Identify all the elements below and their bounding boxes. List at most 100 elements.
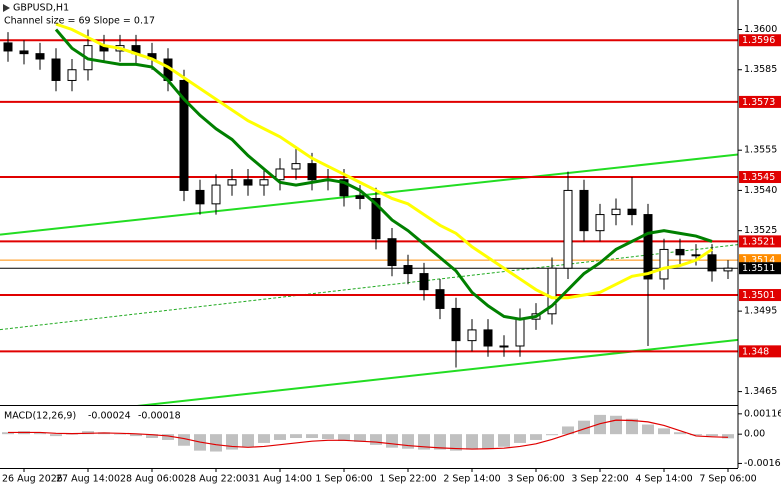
level-label: 1.3596 <box>742 35 775 46</box>
y-tick-label: 1.3465 <box>744 386 777 397</box>
y-tick-label: 1.3585 <box>744 64 777 75</box>
x-tick-label: 26 Aug 2026 <box>2 474 63 485</box>
y-tick-label: 1.3555 <box>744 145 777 156</box>
macd-bar <box>306 434 318 439</box>
level-label-bg <box>739 345 781 358</box>
level-label: 1.3501 <box>742 290 775 301</box>
x-tick-label: 7 Sep 06:00 <box>699 474 756 485</box>
y-tick-label: 1.3495 <box>744 306 777 317</box>
candle-body <box>51 58 61 81</box>
level-label-bg <box>739 289 781 302</box>
candle-body <box>67 69 77 81</box>
candle-body <box>451 307 461 342</box>
macd-bar <box>242 434 254 447</box>
x-tick-label: 3 Sep 06:00 <box>507 474 564 485</box>
macd-bar <box>322 434 334 440</box>
candle-body <box>643 214 653 280</box>
trend-line <box>137 338 738 405</box>
x-tick-label: 1 Sep 22:00 <box>379 474 436 485</box>
y-tick-label: 1.3600 <box>744 24 777 35</box>
macd-bar <box>402 434 414 449</box>
macd-bar <box>482 434 494 449</box>
macd-signal-value: -0.00018 <box>138 411 181 422</box>
macd-bar <box>610 415 622 435</box>
level-label: 1.348 <box>742 346 769 357</box>
macd-bar <box>2 432 14 435</box>
candle-body <box>339 179 349 197</box>
candle-body <box>291 163 301 170</box>
macd-bar <box>418 434 430 450</box>
level-label-bg <box>739 171 781 184</box>
candle-body <box>387 238 397 267</box>
macd-bar <box>530 434 542 440</box>
candle-body <box>371 197 381 240</box>
candle-body <box>675 248 685 256</box>
macd-bar <box>290 434 302 439</box>
macd-panel <box>2 414 734 452</box>
macd-bar <box>162 434 174 440</box>
level-label: 1.3545 <box>742 172 775 183</box>
macd-bar <box>114 434 126 435</box>
x-tick-label: 28 Aug 22:00 <box>184 474 248 485</box>
candle-body <box>419 273 429 291</box>
candle-body <box>483 329 493 347</box>
level-label-bg <box>739 235 781 248</box>
trend-line <box>0 153 738 236</box>
candle-body <box>659 248 669 280</box>
candle-body <box>243 179 253 186</box>
macd-bar <box>562 426 574 435</box>
level-label-bg <box>739 34 781 47</box>
macd-bar <box>258 434 270 443</box>
x-tick-label: 27 Aug 14:00 <box>56 474 120 485</box>
chart-subtitle: Channel size = 69 Slope = 0.17 <box>4 16 155 27</box>
symbol-icon <box>3 4 10 12</box>
candle-body <box>579 189 589 232</box>
macd-bar <box>146 434 158 439</box>
price-panel <box>0 22 738 405</box>
candle-body <box>35 53 45 60</box>
y-tick-label: 1.3540 <box>744 185 777 196</box>
candle-body <box>403 265 413 275</box>
x-tick-label: 1 Sep 06:00 <box>315 474 372 485</box>
candle-body <box>563 189 573 269</box>
macd-bar <box>594 414 606 435</box>
level-label-bg <box>739 95 781 108</box>
x-tick-label: 28 Aug 06:00 <box>120 474 184 485</box>
axes: 1.3600 1.3585 1.3555 1.3540 1.3525 1.3495 1.34… <box>2 24 781 485</box>
macd-bar <box>178 434 190 446</box>
macd-bar <box>658 428 670 435</box>
macd-bar <box>450 434 462 451</box>
candle-body <box>547 267 557 315</box>
macd-value: -0.00024 <box>88 411 131 422</box>
candle-body <box>499 345 509 348</box>
candle-body <box>611 208 621 216</box>
candle-body <box>435 289 445 309</box>
level-label: 1.3511 <box>742 263 775 274</box>
macd-bar <box>338 434 350 442</box>
macd-bar <box>546 434 558 436</box>
chart-title: GBPUSD,H1 <box>13 3 69 14</box>
y-tick-label: 1.3525 <box>744 225 777 236</box>
candle-body <box>3 42 13 52</box>
indicator-line <box>55 22 713 300</box>
candle-body <box>259 179 269 186</box>
macd-bar <box>690 434 702 436</box>
macd-bar <box>82 431 94 435</box>
x-tick-label: 3 Sep 22:00 <box>571 474 628 485</box>
macd-bar <box>354 434 366 442</box>
macd-bar <box>274 434 286 440</box>
candle-body <box>515 318 525 347</box>
candle-body <box>627 208 637 216</box>
x-tick-label: 31 Aug 14:00 <box>248 474 312 485</box>
macd-bar <box>370 434 382 445</box>
macd-bar <box>706 434 718 437</box>
candle-body <box>227 179 237 186</box>
level-label-bg <box>739 262 781 275</box>
macd-bar <box>722 434 734 439</box>
macd-title: MACD(12,26,9) <box>4 411 76 422</box>
level-label: 1.3514 <box>742 255 775 266</box>
macd-bar <box>642 424 654 435</box>
macd-bar <box>626 418 638 435</box>
